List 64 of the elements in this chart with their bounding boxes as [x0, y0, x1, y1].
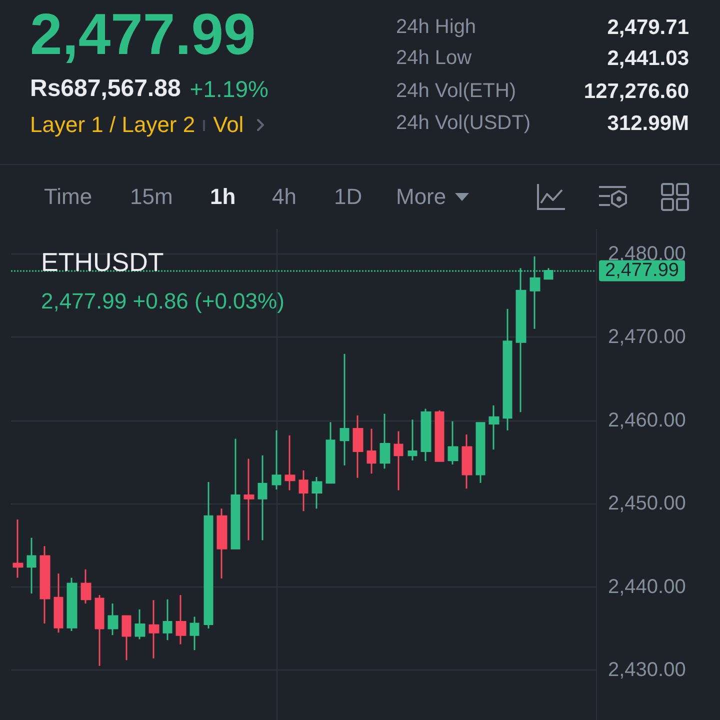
candlestick: [502, 308, 512, 432]
text: Time: [44, 184, 92, 209]
candlestick: [162, 598, 172, 641]
candlestick: [420, 408, 432, 462]
text: 24h High: [396, 16, 476, 38]
candlestick: [134, 608, 146, 640]
y-tick-label: 2,430.00: [608, 659, 686, 682]
text: ETHUSDT: [41, 247, 164, 277]
candlestick: [148, 599, 160, 660]
candlestick: [462, 434, 472, 490]
candlestick: [80, 568, 92, 604]
y-tick-label: 2,450.00: [608, 492, 686, 515]
text: 15m: [130, 184, 173, 209]
candlestick: [94, 594, 104, 667]
ref-line-label: 2,477.99: [605, 260, 679, 282]
text: 4h: [272, 184, 296, 209]
candlestick: [488, 404, 500, 450]
candlestick: [394, 430, 404, 492]
candlestick: [298, 470, 308, 512]
text: 1h: [210, 184, 236, 209]
candlestick: [340, 353, 350, 466]
candlestick: [26, 536, 36, 594]
text: More: [396, 184, 446, 209]
candlestick: [230, 438, 240, 550]
text: 2,441.03: [607, 46, 689, 70]
candlestick: [272, 430, 282, 490]
candlestick: [54, 572, 64, 634]
text: +1.19%: [190, 76, 268, 102]
text: 2,477.99: [30, 2, 256, 67]
candlestick: [244, 458, 254, 541]
text: 2,479.71: [607, 16, 689, 38]
y-tick-label: 2,470.00: [608, 326, 686, 348]
text: Layer 1 / Layer 2: [30, 112, 196, 137]
candlestick: [176, 594, 186, 646]
candlestick: [448, 420, 458, 466]
candlestick: [408, 418, 418, 462]
candlestick: [66, 576, 78, 632]
text: 24h Vol(USDT): [396, 112, 530, 134]
text: 24h Vol(ETH): [396, 80, 516, 102]
candlestick: [40, 545, 50, 624]
text: 312.99M: [607, 112, 689, 134]
text: Rs687,567.88: [30, 75, 181, 102]
candlestick: [122, 615, 132, 661]
y-tick-label: 2,440.00: [608, 576, 686, 598]
candlestick: [380, 413, 390, 470]
candlestick: [352, 414, 364, 479]
candlestick: [190, 616, 200, 651]
y-tick-label: 2,460.00: [608, 409, 686, 432]
candlestick: [312, 476, 322, 510]
text: 1D: [334, 184, 362, 209]
candlestick: [108, 602, 118, 636]
candlestick: [12, 518, 24, 578]
candlestick: [284, 434, 296, 492]
candlestick: [366, 428, 376, 474]
candlestick: [326, 421, 336, 484]
text: 127,276.60: [584, 80, 689, 102]
candlestick: [204, 481, 214, 630]
candlestick: [258, 454, 268, 541]
candlestick: [434, 410, 444, 462]
candlestick: [476, 421, 486, 484]
text: Vol: [213, 112, 244, 137]
text: 24h Low: [396, 47, 472, 69]
text: 2,477.99 +0.86 (+0.03%): [41, 288, 284, 314]
candlestick: [216, 508, 228, 580]
